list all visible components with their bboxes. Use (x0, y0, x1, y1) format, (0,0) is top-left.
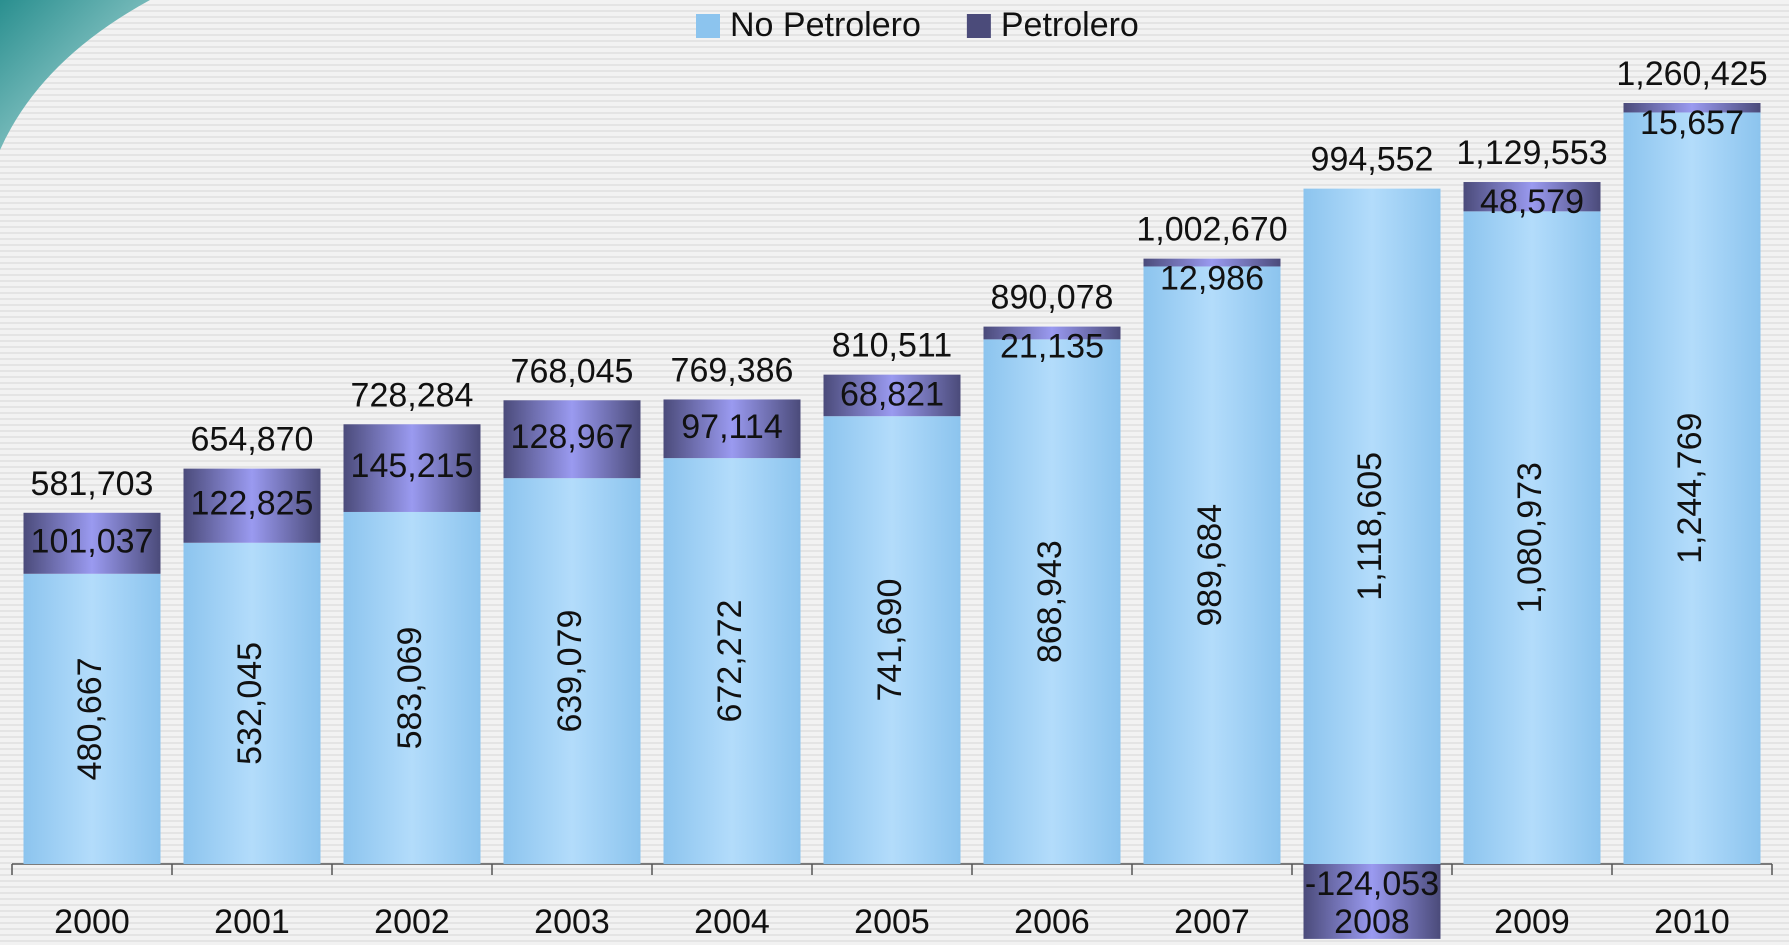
x-tick-label: 2010 (1654, 903, 1730, 941)
corner-decoration (0, 0, 150, 150)
legend-swatch (966, 14, 991, 38)
bar-segment (1623, 103, 1761, 113)
x-tick-label: 2003 (534, 903, 610, 941)
x-tick-label: 2006 (1014, 903, 1090, 941)
x-tick-label: 2002 (374, 903, 450, 941)
bar-segment (1463, 182, 1601, 212)
x-tick-label: 2000 (54, 903, 130, 941)
total-label: 1,002,670 (1136, 211, 1287, 249)
segment-label: 1,080,973 (1511, 462, 1549, 613)
bar-segment (823, 416, 961, 864)
bar-segment (983, 339, 1121, 864)
segment-label: 12,986 (1160, 260, 1264, 298)
bar-segment (1143, 266, 1281, 864)
x-tick-label: 2007 (1174, 903, 1250, 941)
segment-label: 583,069 (391, 627, 429, 750)
bar-segment (823, 374, 961, 417)
bar-segment (1463, 211, 1601, 864)
legend-swatch (696, 14, 720, 38)
total-label: 581,703 (31, 465, 154, 503)
segment-label: 741,690 (871, 579, 909, 702)
segment-label: 639,079 (551, 610, 589, 733)
total-label: 890,078 (991, 279, 1114, 317)
segment-label: 480,667 (71, 657, 109, 780)
total-label: 1,260,425 (1616, 55, 1767, 93)
segment-label: 128,967 (511, 418, 634, 456)
total-label: 1,129,553 (1456, 134, 1607, 172)
x-tick-label: 2009 (1494, 903, 1570, 941)
segment-label: 15,657 (1640, 104, 1744, 142)
segment-label: 145,215 (351, 447, 474, 485)
total-label: 769,386 (671, 351, 794, 389)
bar-segment (1143, 258, 1281, 267)
segment-label: 989,684 (1191, 504, 1229, 627)
bar-segment (343, 424, 481, 512)
bar-segment (343, 511, 481, 864)
segment-label: 532,045 (231, 642, 269, 765)
segment-label: 868,943 (1031, 540, 1069, 663)
bar-segment (503, 400, 641, 479)
segment-label: 68,821 (840, 376, 944, 414)
segment-label: 97,114 (681, 408, 782, 446)
x-tick-label: 2008 (1334, 903, 1410, 941)
total-label: 810,511 (832, 327, 952, 365)
bar-segment (983, 326, 1121, 340)
total-label: 654,870 (191, 421, 314, 459)
bar-segment (663, 458, 801, 864)
total-label: 994,552 (1311, 141, 1434, 179)
legend-label: No Petrolero (730, 6, 921, 44)
x-tick-label: 2001 (214, 903, 290, 941)
segment-label: -124,053 (1305, 865, 1439, 903)
bar-segment (1303, 188, 1441, 864)
segment-label: 672,272 (711, 600, 749, 723)
x-tick-label: 2004 (694, 903, 770, 941)
bar-segment (23, 512, 161, 574)
bar-segment (1623, 112, 1761, 865)
bar-segment (503, 478, 641, 864)
bar-segment (1303, 864, 1441, 939)
total-label: 728,284 (351, 376, 474, 414)
segment-label: 48,579 (1480, 183, 1584, 221)
legend-label: Petrolero (1001, 6, 1139, 44)
bar-segment (183, 542, 321, 864)
segment-label: 1,118,605 (1351, 452, 1389, 601)
total-label: 768,045 (511, 352, 634, 390)
segment-label: 1,244,769 (1671, 413, 1709, 564)
bar-segment (663, 399, 801, 459)
segment-label: 21,135 (1000, 328, 1104, 366)
segment-label: 101,037 (31, 522, 154, 560)
bar-segment (183, 468, 321, 543)
x-tick-label: 2005 (854, 903, 930, 941)
bar-segment (23, 573, 161, 864)
segment-label: 122,825 (191, 485, 314, 523)
